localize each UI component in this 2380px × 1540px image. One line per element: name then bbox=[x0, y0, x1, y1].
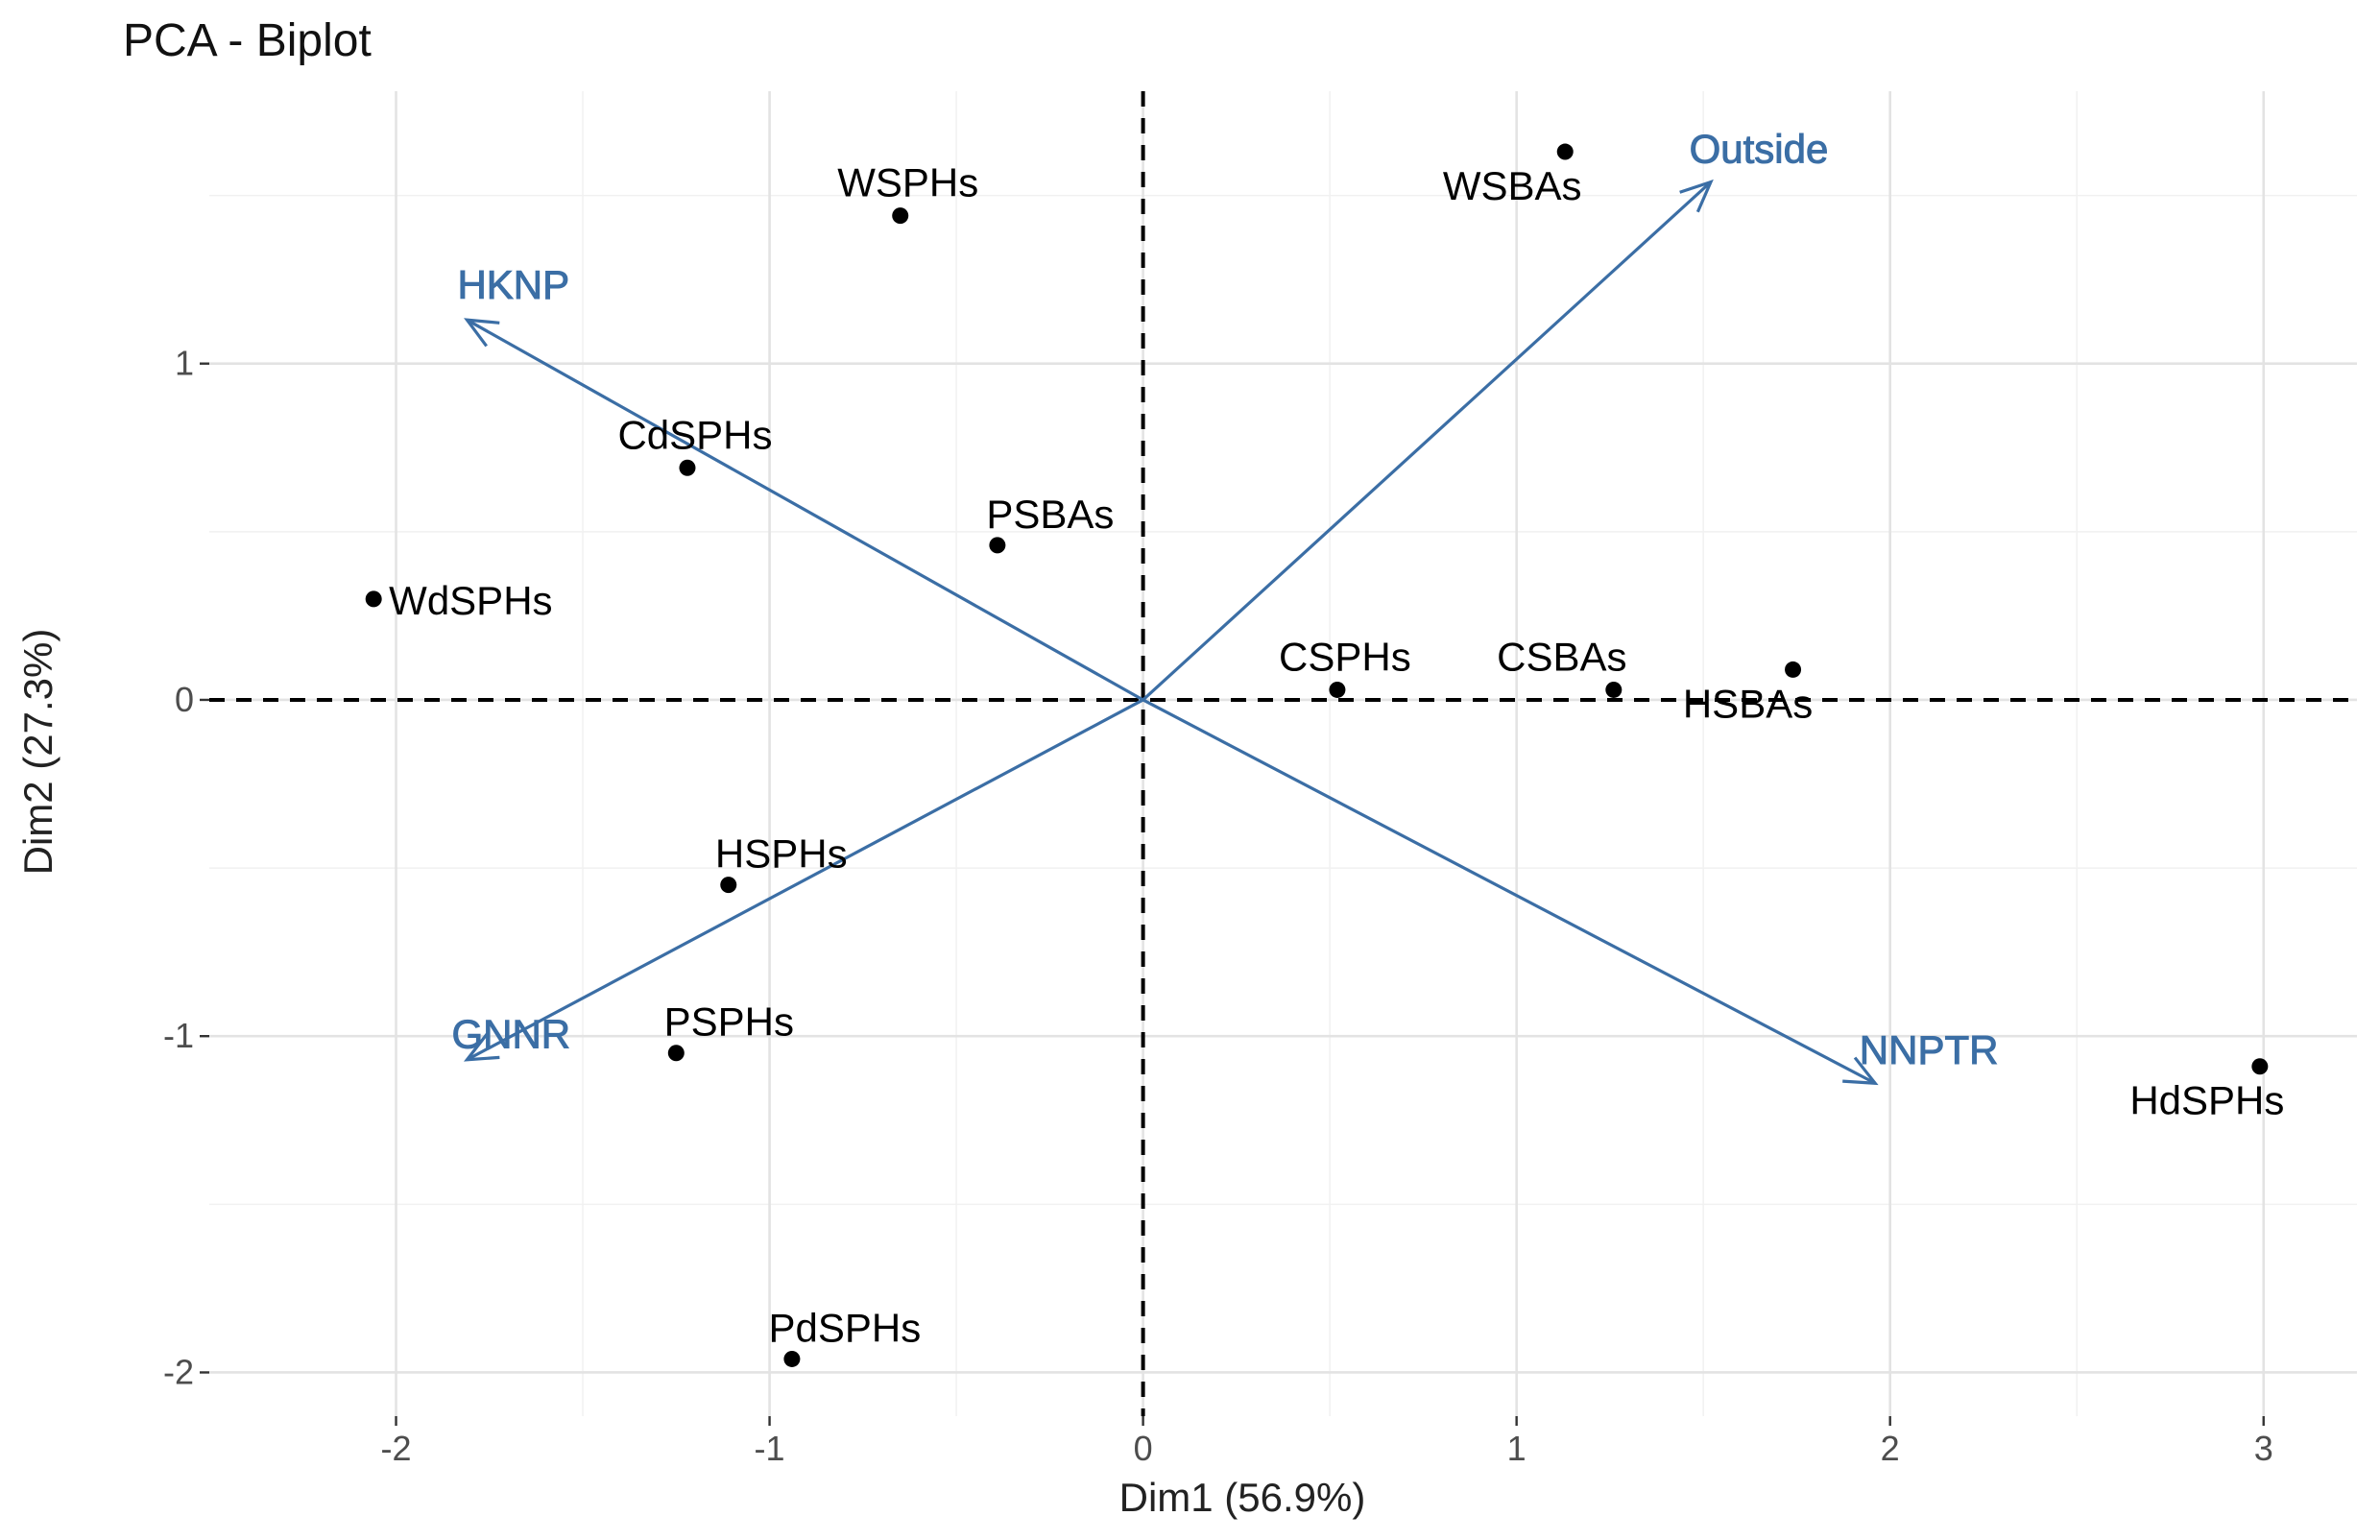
arrow-head bbox=[463, 1032, 500, 1062]
x-tick-label: -2 bbox=[381, 1429, 412, 1468]
point-label: CSBAs bbox=[1497, 634, 1626, 679]
point-marker bbox=[667, 1045, 685, 1062]
point-hsphs: HSPHs bbox=[715, 831, 848, 894]
point-csbas: CSBAs bbox=[1497, 634, 1626, 698]
point-pdsphs: PdSPHs bbox=[769, 1305, 922, 1367]
point-marker bbox=[892, 207, 909, 225]
point-wdsphs: WdSPHs bbox=[365, 578, 553, 623]
point-label: WSPHs bbox=[837, 160, 978, 205]
arrow-shaft bbox=[1142, 698, 1876, 1085]
point-label: PdSPHs bbox=[769, 1305, 922, 1350]
reference-lines bbox=[209, 91, 2357, 1416]
point-label: PSPHs bbox=[664, 999, 794, 1045]
point-label: HdSPHs bbox=[2129, 1078, 2284, 1123]
arrow-label: NNPTR bbox=[1860, 1027, 1999, 1072]
x-tick-label: 3 bbox=[2254, 1429, 2273, 1468]
y-tick-label: 0 bbox=[175, 680, 194, 719]
point-marker bbox=[1785, 661, 1802, 678]
chart-title: PCA - Biplot bbox=[123, 15, 372, 66]
arrow-nnptr: NNPTR bbox=[1142, 698, 1999, 1086]
arrow-head bbox=[1679, 179, 1714, 213]
arrow-label: HKNP bbox=[457, 262, 569, 307]
point-wsphs: WSPHs bbox=[837, 160, 978, 225]
y-tick-label: -1 bbox=[163, 1016, 194, 1055]
point-marker bbox=[2251, 1058, 2269, 1075]
point-cdsphs: CdSPHs bbox=[617, 412, 773, 476]
arrow-label: GNNR bbox=[451, 1012, 570, 1057]
y-tick-label: 1 bbox=[175, 344, 194, 383]
x-tick-label: 0 bbox=[1134, 1429, 1153, 1468]
point-marker bbox=[989, 537, 1006, 554]
arrow-head bbox=[464, 318, 500, 348]
point-hsbas: HSBAs bbox=[1683, 661, 1813, 726]
point-csphs: CSPHs bbox=[1279, 634, 1411, 698]
point-marker bbox=[720, 877, 737, 894]
arrow-gnnr: GNNR bbox=[451, 698, 1144, 1062]
point-marker bbox=[783, 1350, 801, 1367]
point-hdsphs: HdSPHs bbox=[2129, 1058, 2284, 1123]
point-marker bbox=[679, 459, 696, 476]
variable-arrows: HKNP Outside GNNR NNPTR bbox=[451, 126, 1999, 1086]
point-marker bbox=[365, 590, 382, 608]
x-tick-label: 2 bbox=[1881, 1429, 1900, 1468]
point-marker bbox=[1556, 143, 1574, 160]
x-tick-label: -1 bbox=[755, 1429, 785, 1468]
y-axis-title: Dim2 (27.3%) bbox=[15, 629, 60, 876]
axis-ticks: -2 -1 0 1 2 3 -2 -1 0 1 bbox=[163, 344, 2273, 1468]
point-marker bbox=[1605, 681, 1623, 698]
arrow-outside: Outside bbox=[1142, 126, 1829, 702]
x-axis-title: Dim1 (56.9%) bbox=[1119, 1475, 1366, 1520]
arrow-hknp: HKNP bbox=[457, 262, 1144, 702]
point-label: HSBAs bbox=[1683, 681, 1813, 726]
arrow-shaft bbox=[466, 318, 1144, 702]
x-tick-label: 1 bbox=[1507, 1429, 1527, 1468]
point-label: PSBAs bbox=[986, 492, 1114, 537]
arrow-head bbox=[1842, 1056, 1879, 1086]
individual-points: WSPHs WSBAs CdSPHs PSBAs WdSPHs CSPHs CSBAs HSB… bbox=[365, 143, 2284, 1367]
point-label: CSPHs bbox=[1279, 634, 1411, 679]
y-tick-label: -2 bbox=[163, 1352, 194, 1391]
point-label: WdSPHs bbox=[389, 578, 552, 623]
point-marker bbox=[1329, 681, 1346, 698]
point-psbas: PSBAs bbox=[986, 492, 1114, 554]
point-label: WSBAs bbox=[1443, 163, 1582, 208]
point-psphs: PSPHs bbox=[664, 999, 794, 1062]
point-label: HSPHs bbox=[715, 831, 848, 877]
arrow-shaft bbox=[466, 698, 1144, 1062]
point-wsbas: WSBAs bbox=[1443, 143, 1582, 208]
arrow-label: Outside bbox=[1690, 127, 1829, 172]
arrow-shaft bbox=[1142, 180, 1713, 702]
point-label: CdSPHs bbox=[617, 412, 772, 457]
